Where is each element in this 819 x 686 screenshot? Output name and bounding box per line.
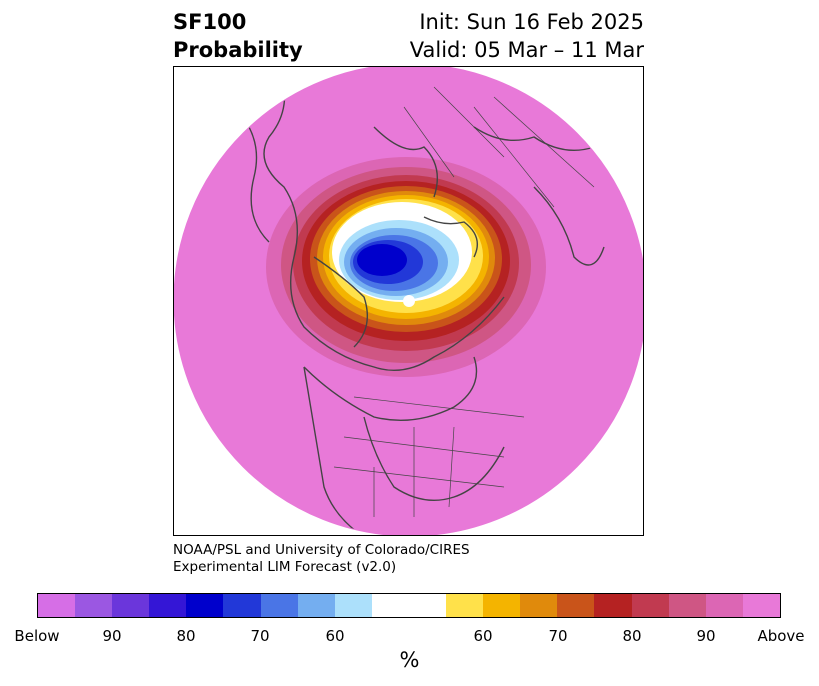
map-panel bbox=[173, 66, 644, 536]
colorbar-segment bbox=[297, 594, 335, 617]
colorbar-segment bbox=[705, 594, 743, 617]
colorbar-segment bbox=[334, 594, 372, 617]
colorbar-segment bbox=[38, 594, 76, 617]
colorbar-segment bbox=[75, 594, 113, 617]
colorbar-segment bbox=[668, 594, 706, 617]
figure-title-right: Init: Sun 16 Feb 2025 Valid: 05 Mar – 11… bbox=[410, 8, 644, 64]
figure-title-left: SF100 Probability bbox=[173, 8, 303, 64]
colorbar-tick-label: 70 bbox=[250, 627, 270, 645]
colorbar-segment bbox=[557, 594, 595, 617]
colorbar-segment bbox=[483, 594, 521, 617]
colorbar-segment bbox=[112, 594, 150, 617]
colorbar-unit-label: % bbox=[399, 648, 420, 672]
colorbar-segment bbox=[260, 594, 298, 617]
colorbar-segment bbox=[223, 594, 261, 617]
credit-text: NOAA/PSL and University of Colorado/CIRE… bbox=[173, 542, 470, 576]
anomaly-contours bbox=[266, 157, 546, 377]
colorbar-tick-label: 60 bbox=[473, 627, 493, 645]
init-date: Init: Sun 16 Feb 2025 bbox=[419, 10, 644, 34]
credit-line-2: Experimental LIM Forecast (v2.0) bbox=[173, 559, 397, 575]
colorbar-segment bbox=[742, 594, 780, 617]
colorbar-segment bbox=[149, 594, 187, 617]
colorbar-tick-label: 60 bbox=[325, 627, 345, 645]
colorbar-segment bbox=[520, 594, 558, 617]
colorbar-tick-label: 90 bbox=[696, 627, 716, 645]
colorbar-tick-label: 80 bbox=[176, 627, 196, 645]
colorbar-ticks: Below 90 80 70 60 60 70 80 90 Above bbox=[0, 627, 819, 647]
colorbar-segment bbox=[446, 594, 484, 617]
colorbar-tick-label: Below bbox=[14, 627, 60, 645]
title-variable: SF100 bbox=[173, 10, 247, 34]
colorbar-tick-label: 70 bbox=[548, 627, 568, 645]
colorbar-tick-label: 90 bbox=[102, 627, 122, 645]
colorbar bbox=[37, 593, 781, 618]
colorbar-segment bbox=[371, 594, 447, 617]
colorbar-tick-label: Above bbox=[757, 627, 805, 645]
polar-projection-map bbox=[174, 67, 643, 535]
country-borders bbox=[333, 86, 595, 517]
colorbar-segment bbox=[631, 594, 669, 617]
colorbar-segment bbox=[594, 594, 632, 617]
colorbar-tick-label: 80 bbox=[622, 627, 642, 645]
credit-line-1: NOAA/PSL and University of Colorado/CIRE… bbox=[173, 542, 470, 558]
colorbar-segment bbox=[186, 594, 224, 617]
title-product: Probability bbox=[173, 38, 303, 62]
valid-range: Valid: 05 Mar – 11 Mar bbox=[409, 38, 644, 62]
